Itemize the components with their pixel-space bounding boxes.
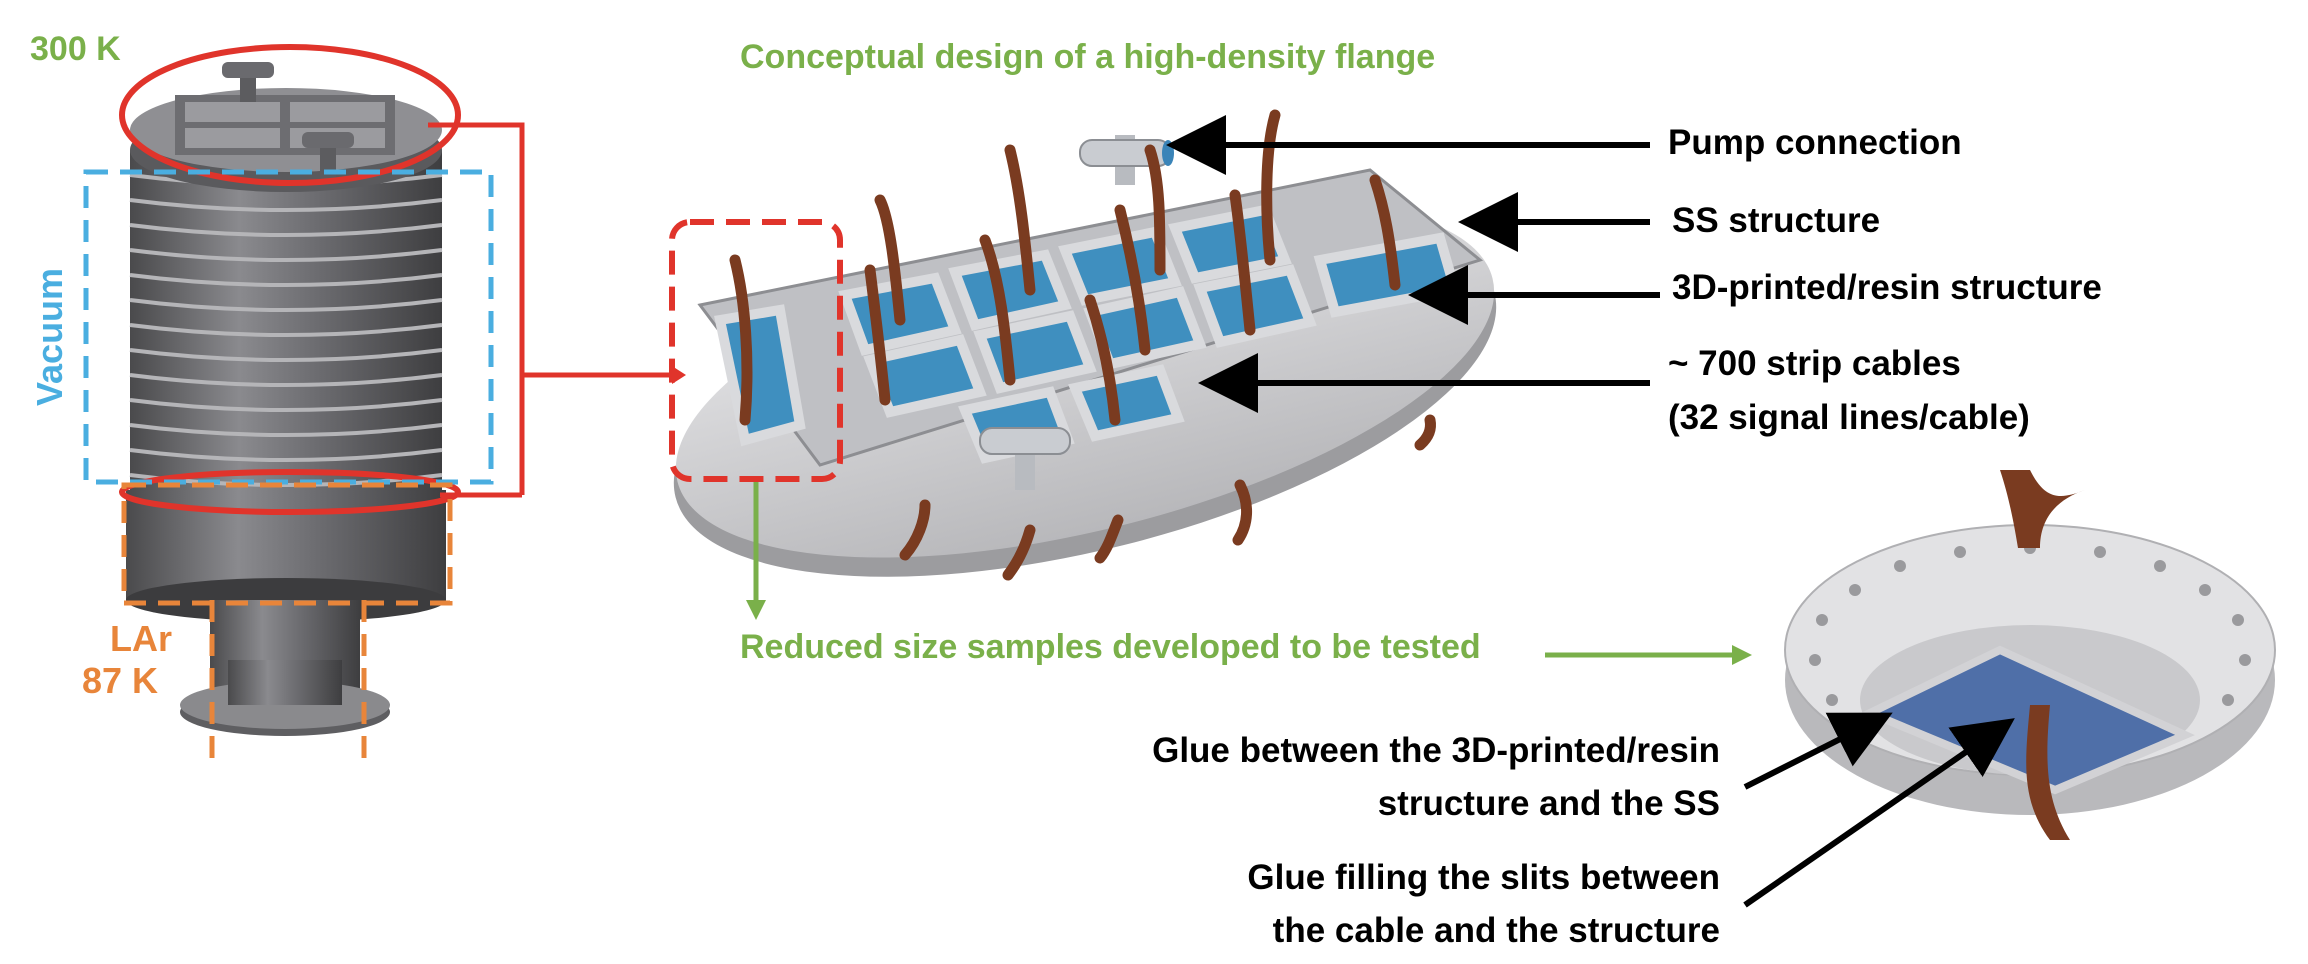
test-sample xyxy=(1784,470,2276,840)
sample-section-highlight xyxy=(669,219,843,482)
callout-strip-cables: ~ 700 strip cables xyxy=(1668,344,1961,383)
pump-port xyxy=(1162,140,1174,166)
bolt-holes xyxy=(1809,542,2251,706)
callout-glue-slits-1: Glue filling the slits between xyxy=(1247,858,1720,897)
resin-cells xyxy=(714,204,1462,464)
samples-right-arrowhead xyxy=(1732,645,1752,665)
label-300k: 300 K xyxy=(30,30,121,68)
label-reduced-samples: Reduced size samples developed to be tes… xyxy=(740,628,1481,666)
neck-lower xyxy=(228,660,342,705)
callout-signal-lines: (32 signal lines/cable) xyxy=(1668,398,2030,437)
sample-cable-top xyxy=(2000,470,2085,548)
flange-pipe-tee xyxy=(979,427,1071,455)
top-cell xyxy=(290,102,385,122)
strip-cables xyxy=(729,109,1436,581)
label-lar: LAr xyxy=(110,618,172,659)
bellows-body xyxy=(130,150,442,490)
diagram-title: Conceptual design of a high-density flan… xyxy=(740,38,1436,76)
top-cell xyxy=(185,102,280,122)
callout-pump-connection: Pump connection xyxy=(1668,123,1962,162)
callout-ss-structure: SS structure xyxy=(1672,201,1881,240)
cryostat xyxy=(83,44,686,765)
sample-cable xyxy=(2026,705,2070,840)
callout-arrows xyxy=(1166,115,2015,908)
label-vacuum: Vacuum xyxy=(29,267,70,406)
samples-down-arrowhead xyxy=(746,600,766,620)
zoom-arrowhead xyxy=(672,366,686,384)
label-87k: 87 K xyxy=(82,660,159,701)
lar-region xyxy=(121,482,453,606)
top-pipe xyxy=(240,72,256,102)
top-pipe-tee xyxy=(302,132,354,148)
high-density-flange xyxy=(669,109,1497,581)
callout-glue-resin-ss-1: Glue between the 3D-printed/resin xyxy=(1152,731,1720,770)
warm-flange-highlight xyxy=(119,44,461,186)
callout-glue-slits-2: the cable and the structure xyxy=(1272,911,1720,950)
vacuum-region xyxy=(83,169,494,485)
zoom-connector xyxy=(428,122,680,495)
callout-resin-structure: 3D-printed/resin structure xyxy=(1672,268,2102,307)
callout-glue-resin-ss-2: structure and the SS xyxy=(1377,784,1720,823)
top-pipe-tee xyxy=(222,62,274,78)
cold-flange-highlight xyxy=(119,469,461,515)
top-cell xyxy=(185,128,280,148)
